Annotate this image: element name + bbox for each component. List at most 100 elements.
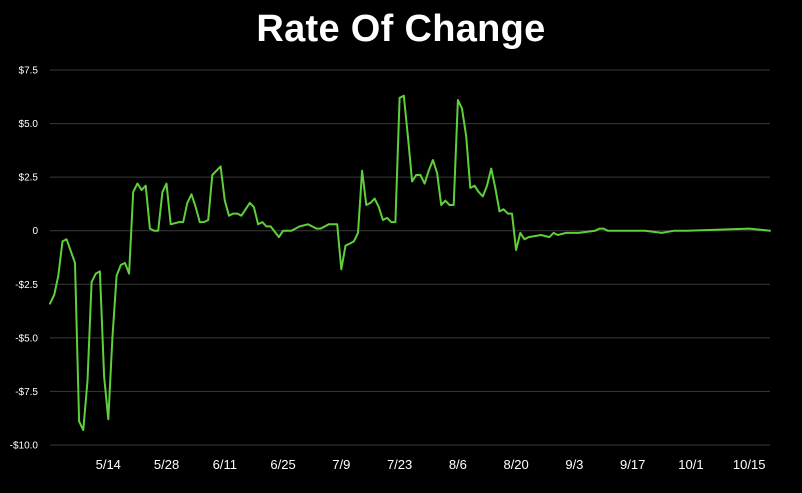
data-point: [74, 262, 76, 264]
data-point: [448, 204, 451, 206]
data-point: [631, 229, 634, 232]
data-point: [411, 180, 413, 183]
data-point: [107, 418, 110, 421]
x-tick-label: 8/6: [449, 457, 467, 472]
y-tick-label: -$10.0: [10, 441, 39, 452]
data-point: [527, 236, 530, 238]
data-point: [232, 212, 234, 215]
data-point: [357, 232, 359, 234]
data-point: [490, 167, 493, 170]
data-point: [336, 223, 339, 226]
data-point: [111, 337, 114, 339]
x-tick-label: 10/1: [678, 457, 703, 472]
data-point: [103, 375, 105, 378]
y-tick-label: -$2.5: [15, 280, 38, 291]
data-point: [178, 221, 180, 223]
x-tick-label: 7/23: [387, 457, 412, 472]
data-point: [290, 229, 293, 232]
data-point: [65, 238, 68, 241]
x-tick-label: 5/28: [154, 457, 179, 472]
data-point: [86, 379, 89, 382]
series-layer: [49, 94, 771, 431]
data-point: [53, 294, 55, 296]
x-tick-label: 7/9: [332, 457, 350, 472]
data-point: [644, 229, 646, 232]
data-point: [261, 221, 264, 223]
x-axis-ticks: 5/14 5/28 6/11 6/25 7/9 7/23 8/6 8/20 9/3 9/17 10/…: [96, 457, 766, 472]
data-point: [315, 227, 318, 230]
data-point: [257, 223, 259, 226]
data-point: [120, 264, 122, 266]
data-point: [423, 182, 426, 185]
data-point: [153, 229, 155, 232]
chart-title: Rate Of Change: [256, 8, 546, 50]
data-point: [382, 219, 384, 221]
data-point: [523, 238, 526, 241]
data-point: [353, 240, 355, 243]
data-point: [440, 204, 443, 206]
data-point: [461, 107, 463, 110]
data-point: [307, 223, 309, 226]
data-point: [486, 184, 488, 187]
data-point: [602, 227, 605, 230]
y-tick-label: $5.0: [19, 119, 39, 130]
data-point: [186, 202, 189, 204]
data-point: [373, 197, 376, 200]
y-tick-label: -$7.5: [15, 387, 38, 398]
data-point: [748, 227, 750, 230]
data-point: [394, 221, 397, 223]
data-point: [211, 174, 214, 176]
data-point: [378, 206, 380, 208]
series-line: [49, 94, 771, 431]
data-point: [415, 174, 418, 176]
data-point: [661, 232, 663, 234]
data-point: [161, 191, 164, 193]
data-point: [390, 221, 393, 223]
data-point: [494, 187, 497, 189]
data-point: [61, 240, 64, 243]
data-point: [552, 232, 555, 234]
data-point: [477, 191, 480, 193]
x-tick-label: 9/3: [565, 457, 583, 472]
data-point: [419, 174, 422, 176]
data-point: [253, 206, 255, 208]
data-point: [344, 244, 347, 247]
data-point: [240, 214, 243, 217]
data-point: [249, 202, 251, 204]
data-point: [465, 135, 468, 138]
data-point: [199, 221, 201, 223]
data-point: [190, 193, 193, 196]
data-point: [361, 169, 363, 172]
y-tick-label: $2.5: [19, 173, 39, 184]
data-point: [369, 202, 372, 204]
data-point: [90, 281, 93, 283]
data-point: [224, 199, 226, 202]
data-point: [473, 184, 476, 187]
data-point: [502, 208, 505, 211]
data-point: [627, 229, 630, 232]
data-point: [144, 184, 147, 187]
data-point: [132, 191, 134, 193]
data-point: [149, 227, 151, 230]
data-point: [49, 302, 51, 305]
data-point: [169, 223, 172, 226]
data-point: [594, 229, 596, 232]
data-point: [203, 221, 205, 223]
data-point: [469, 187, 472, 189]
data-point: [165, 182, 168, 185]
data-point: [519, 232, 522, 234]
x-tick-label: 9/17: [620, 457, 645, 472]
y-tick-label: $7.5: [19, 66, 39, 77]
data-point: [182, 221, 184, 223]
data-point: [444, 199, 447, 202]
data-point: [769, 229, 771, 232]
data-point: [498, 210, 501, 213]
data-point: [511, 212, 513, 215]
data-point: [673, 229, 676, 232]
data-point: [207, 219, 209, 221]
data-point: [269, 225, 272, 228]
data-point: [140, 189, 143, 191]
data-point: [482, 195, 484, 198]
x-tick-label: 6/25: [270, 457, 295, 472]
data-point: [515, 249, 517, 251]
